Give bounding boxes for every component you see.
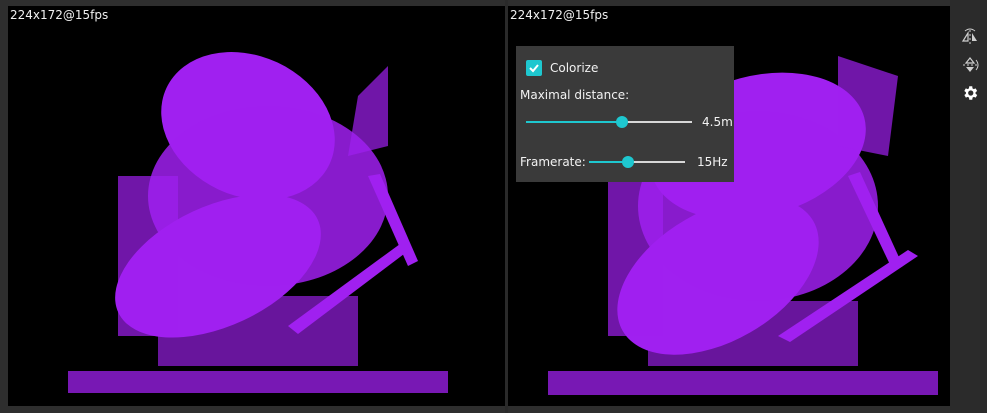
depth-image-viewport[interactable] xyxy=(8,6,505,406)
left-depth-view: 224x172@15fps xyxy=(8,6,505,406)
colorize-checkbox[interactable] xyxy=(526,60,542,76)
framerate-value: 15Hz xyxy=(697,155,728,169)
resolution-label: 224x172@15fps xyxy=(10,8,109,22)
max-distance-slider-handle[interactable] xyxy=(616,116,628,128)
flip-horizontal-icon[interactable] xyxy=(961,28,979,46)
framerate-label: Framerate: xyxy=(520,155,586,169)
colorize-label: Colorize xyxy=(550,61,599,75)
resolution-label: 224x172@15fps xyxy=(510,8,609,22)
checkmark-icon xyxy=(529,64,539,73)
max-distance-value: 4.5m xyxy=(702,115,733,129)
settings-popup: Colorize Maximal distance: 4.5m Framerat… xyxy=(516,46,734,182)
framerate-slider-handle[interactable] xyxy=(622,156,634,168)
point-cloud-image xyxy=(68,52,448,393)
right-toolbar xyxy=(950,0,987,413)
gear-icon[interactable] xyxy=(961,84,979,102)
max-distance-label: Maximal distance: xyxy=(520,88,630,102)
flip-vertical-icon[interactable] xyxy=(961,56,979,74)
